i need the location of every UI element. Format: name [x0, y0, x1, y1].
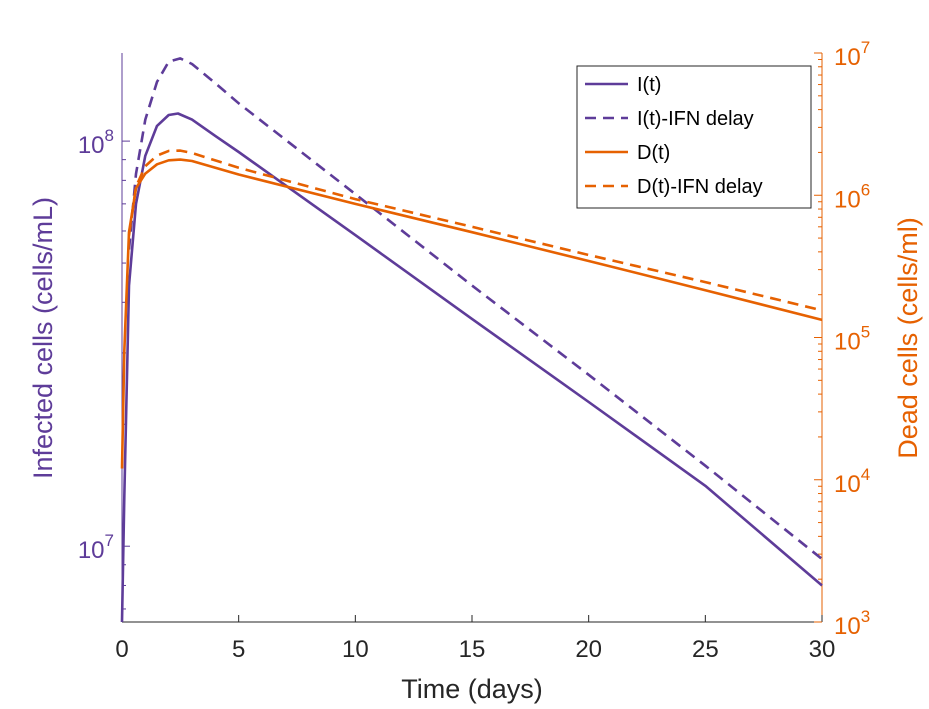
y-axis-right-title: Dead cells (cells/ml) — [893, 217, 923, 459]
x-tick-label: 15 — [459, 636, 486, 663]
legend-label: I(t) — [637, 74, 661, 96]
y-tick-label: 107 — [78, 531, 114, 564]
legend-items: I(t) I(t)-IFN delay D(t) D(t)-IFN delay — [585, 74, 763, 198]
legend: I(t) I(t)-IFN delay D(t) D(t)-IFN delay — [576, 65, 812, 209]
y-tick-label: 108 — [78, 126, 114, 159]
x-tick-label: 20 — [575, 636, 602, 663]
x-tick-label: 5 — [232, 636, 245, 663]
y-tick-label: 104 — [834, 465, 870, 498]
x-tick-label: 0 — [115, 636, 128, 663]
y-tick-label: 107 — [834, 38, 870, 71]
x-axis-title: Time (days) — [401, 674, 543, 704]
y-tick-label: 105 — [834, 323, 870, 356]
x-tick-label: 30 — [809, 636, 836, 663]
x-tick-label: 10 — [342, 636, 369, 663]
legend-box — [576, 65, 812, 209]
x-ticks: 0 5 10 15 20 25 30 — [115, 615, 835, 663]
legend-label: D(t) — [637, 142, 670, 164]
y-right-ticks: 103 104 105 106 107 — [814, 38, 870, 640]
x-tick-label: 25 — [692, 636, 719, 663]
y-left-ticks: 107 108 — [78, 126, 130, 610]
series-line-1 — [120, 112, 823, 623]
y-axis-left-title: Infected cells (cells/mL) — [28, 197, 58, 479]
y-tick-label: 103 — [834, 607, 870, 640]
series-layer — [120, 57, 823, 623]
legend-label: D(t)-IFN delay — [637, 176, 763, 198]
legend-label: I(t)-IFN delay — [637, 108, 754, 130]
y-tick-label: 106 — [834, 180, 870, 213]
